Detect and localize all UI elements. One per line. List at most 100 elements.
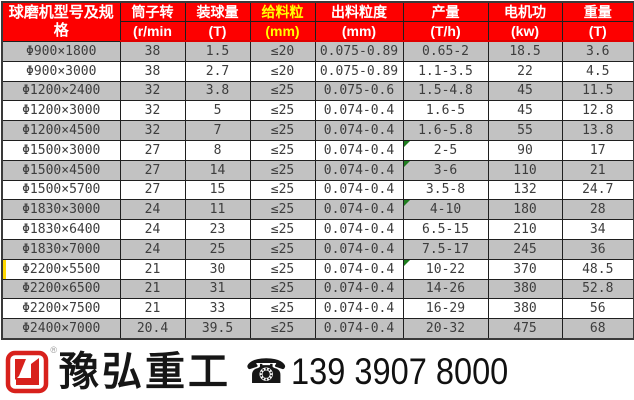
table-row: Φ1500×3000 27 8 ≤25 0.074-0.4 2-5 90 17: [1, 139, 634, 161]
cell-motor-power: 180: [487, 199, 563, 221]
cell-weight: 52.8: [561, 278, 634, 300]
header-unit-row: (r/min (T) (mm) (mm) (T/h) (kw) (T): [2, 21, 634, 42]
cell-capacity: 14-26: [402, 278, 489, 300]
cell-discharge-size: 0.074-0.4: [314, 100, 404, 122]
header-unit-capacity: (T/h): [402, 21, 489, 42]
header-unit-ball-load: (T): [184, 21, 251, 42]
cell-feed-size: ≤20: [249, 60, 316, 82]
cell-discharge-size: 0.074-0.4: [314, 139, 404, 161]
cell-cylinder-speed: 24: [119, 238, 186, 260]
header-feed-size: 给料粒: [249, 1, 316, 22]
header-unit-motor-power: (kw): [487, 21, 563, 42]
cell-motor-power: 380: [487, 298, 563, 320]
cell-capacity: 1.5-4.8: [402, 80, 489, 102]
header-capacity: 产量: [402, 1, 489, 22]
cell-discharge-size: 0.074-0.4: [314, 120, 404, 141]
table-row: Φ1830×7000 24 25 ≤25 0.074-0.4 7.5-17 245 36: [1, 238, 634, 260]
cell-weight: 17: [561, 139, 634, 161]
header-unit-weight: (T): [561, 21, 634, 42]
cell-ball-load: 2.7: [184, 60, 251, 82]
cell-motor-power: 45: [487, 100, 563, 122]
header-cylinder-speed: 筒子转: [119, 1, 186, 22]
cell-weight: 56: [561, 298, 634, 320]
cell-ball-load: 5: [184, 100, 251, 122]
cell-weight: 24.7: [561, 179, 634, 201]
cell-cylinder-speed: 21: [119, 278, 186, 300]
table-row: Φ1500×5700 27 15 ≤25 0.074-0.4 3.5-8 132 24.7: [1, 179, 634, 201]
cell-feed-size: ≤25: [249, 80, 316, 102]
cell-ball-load: 7: [184, 120, 251, 141]
cell-cylinder-speed: 32: [119, 80, 186, 102]
cell-motor-power: 475: [487, 318, 563, 340]
table-row: Φ1200×4500 32 7 ≤25 0.074-0.4 1.6-5.8 55 13.8: [1, 120, 634, 141]
cell-ball-load: 31: [184, 278, 251, 300]
cell-discharge-size: 0.074-0.4: [314, 278, 404, 300]
cell-motor-power: 90: [487, 139, 563, 161]
cell-motor-power: 245: [487, 238, 563, 260]
table-row: Φ1200×3000 32 5 ≤25 0.074-0.4 1.6-5 45 12.8: [1, 100, 634, 122]
cell-discharge-size: 0.074-0.4: [314, 199, 404, 221]
cell-cylinder-speed: 38: [119, 40, 186, 62]
cell-capacity: 6.5-15: [402, 219, 489, 240]
cell-ball-load: 39.5: [184, 318, 251, 340]
header-unit-feed-size: (mm): [249, 21, 316, 42]
cell-motor-power: 370: [487, 258, 563, 280]
cell-weight: 11.5: [561, 80, 634, 102]
header-title-row: 球磨机型号及规格 筒子转 装球量 给料粒 出料粒度 产量 电机功 重量: [1, 1, 634, 42]
cell-capacity: 20-32: [402, 318, 489, 340]
cell-motor-power: 380: [487, 278, 563, 300]
cell-discharge-size: 0.074-0.4: [314, 179, 404, 201]
cell-model-spec: Φ1830×3000: [1, 199, 121, 221]
cell-weight: 3.6: [561, 40, 634, 62]
cell-discharge-size: 0.075-0.6: [314, 80, 404, 102]
cell-weight: 48.5: [561, 258, 634, 280]
cell-feed-size: ≤25: [249, 199, 316, 221]
cell-feed-size: ≤25: [249, 179, 316, 201]
cell-feed-size: ≤25: [249, 120, 316, 141]
cell-cylinder-speed: 32: [119, 100, 186, 122]
phone-number: 139 3907 8000: [291, 351, 509, 392]
cell-motor-power: 45: [487, 80, 563, 102]
cell-cylinder-speed: 38: [119, 60, 186, 82]
footer: ® 豫弘重工 ☎ 139 3907 8000: [0, 343, 634, 400]
cell-motor-power: 210: [487, 219, 563, 240]
cell-feed-size: ≤20: [249, 40, 316, 62]
cell-model-spec: Φ1200×4500: [1, 120, 121, 141]
cell-model-spec: Φ1830×6400: [1, 219, 121, 240]
cell-weight: 13.8: [561, 120, 634, 141]
company-name: 豫弘重工: [59, 349, 231, 394]
registered-trademark: ®: [50, 344, 57, 355]
cell-feed-size: ≤25: [249, 298, 316, 320]
table-row: Φ2400×7000 20.4 39.5 ≤25 0.074-0.4 20-32 475 68: [1, 318, 634, 340]
cell-ball-load: 14: [184, 159, 251, 181]
cell-ball-load: 25: [184, 238, 251, 260]
cell-weight: 4.5: [561, 60, 634, 82]
cell-capacity: 0.65-2: [402, 40, 489, 62]
cell-cylinder-speed: 20.4: [119, 318, 186, 340]
cell-ball-load: 33: [184, 298, 251, 320]
cell-capacity: 1.6-5.8: [402, 120, 489, 141]
table-row: Φ900×1800 38 1.5 ≤20 0.075-0.89 0.65-2 18.5 3.6: [1, 40, 634, 62]
header-model-spec: 球磨机型号及规格: [1, 1, 121, 42]
header-motor-power: 电机功: [487, 1, 563, 22]
cell-motor-power: 110: [487, 159, 563, 181]
cell-ball-load: 15: [184, 179, 251, 201]
cell-weight: 28: [561, 199, 634, 221]
table-row: Φ900×3000 38 2.7 ≤20 0.075-0.89 1.1-3.5 22 4.5: [1, 60, 634, 82]
cell-motor-power: 18.5: [487, 40, 563, 62]
cell-cylinder-speed: 27: [119, 179, 186, 201]
cell-capacity: 7.5-17: [402, 238, 489, 260]
header-unit-discharge-size: (mm): [314, 21, 404, 42]
company-logo-icon: ®: [5, 345, 57, 395]
cell-feed-size: ≤25: [249, 278, 316, 300]
cell-weight: 36: [561, 238, 634, 260]
header-discharge-size: 出料粒度: [314, 1, 404, 22]
cell-capacity: 2-5: [402, 139, 489, 161]
cell-model-spec: Φ900×1800: [1, 40, 121, 62]
cell-cylinder-speed: 32: [119, 120, 186, 141]
header-weight: 重量: [561, 1, 634, 22]
cell-model-spec: Φ2200×6500: [1, 278, 121, 300]
cell-cylinder-speed: 27: [119, 159, 186, 181]
cell-discharge-size: 0.074-0.4: [314, 318, 404, 340]
cell-capacity: 16-29: [402, 298, 489, 320]
